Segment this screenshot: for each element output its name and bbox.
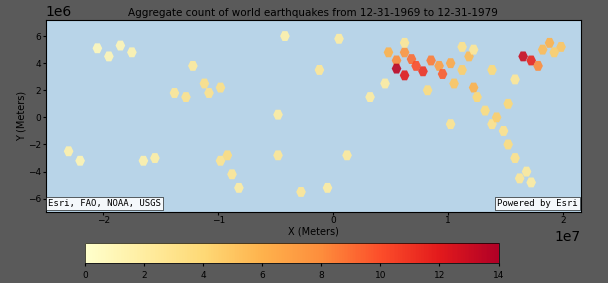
Y-axis label: Y (Meters): Y (Meters): [17, 91, 27, 141]
Text: Powered by Esri: Powered by Esri: [497, 200, 578, 208]
X-axis label: X (Meters): X (Meters): [288, 227, 339, 237]
Text: Esri, FAO, NOAA, USGS: Esri, FAO, NOAA, USGS: [48, 200, 161, 208]
Title: Aggregate count of world earthquakes from 12-31-1969 to 12-31-1979: Aggregate count of world earthquakes fro…: [128, 8, 498, 18]
